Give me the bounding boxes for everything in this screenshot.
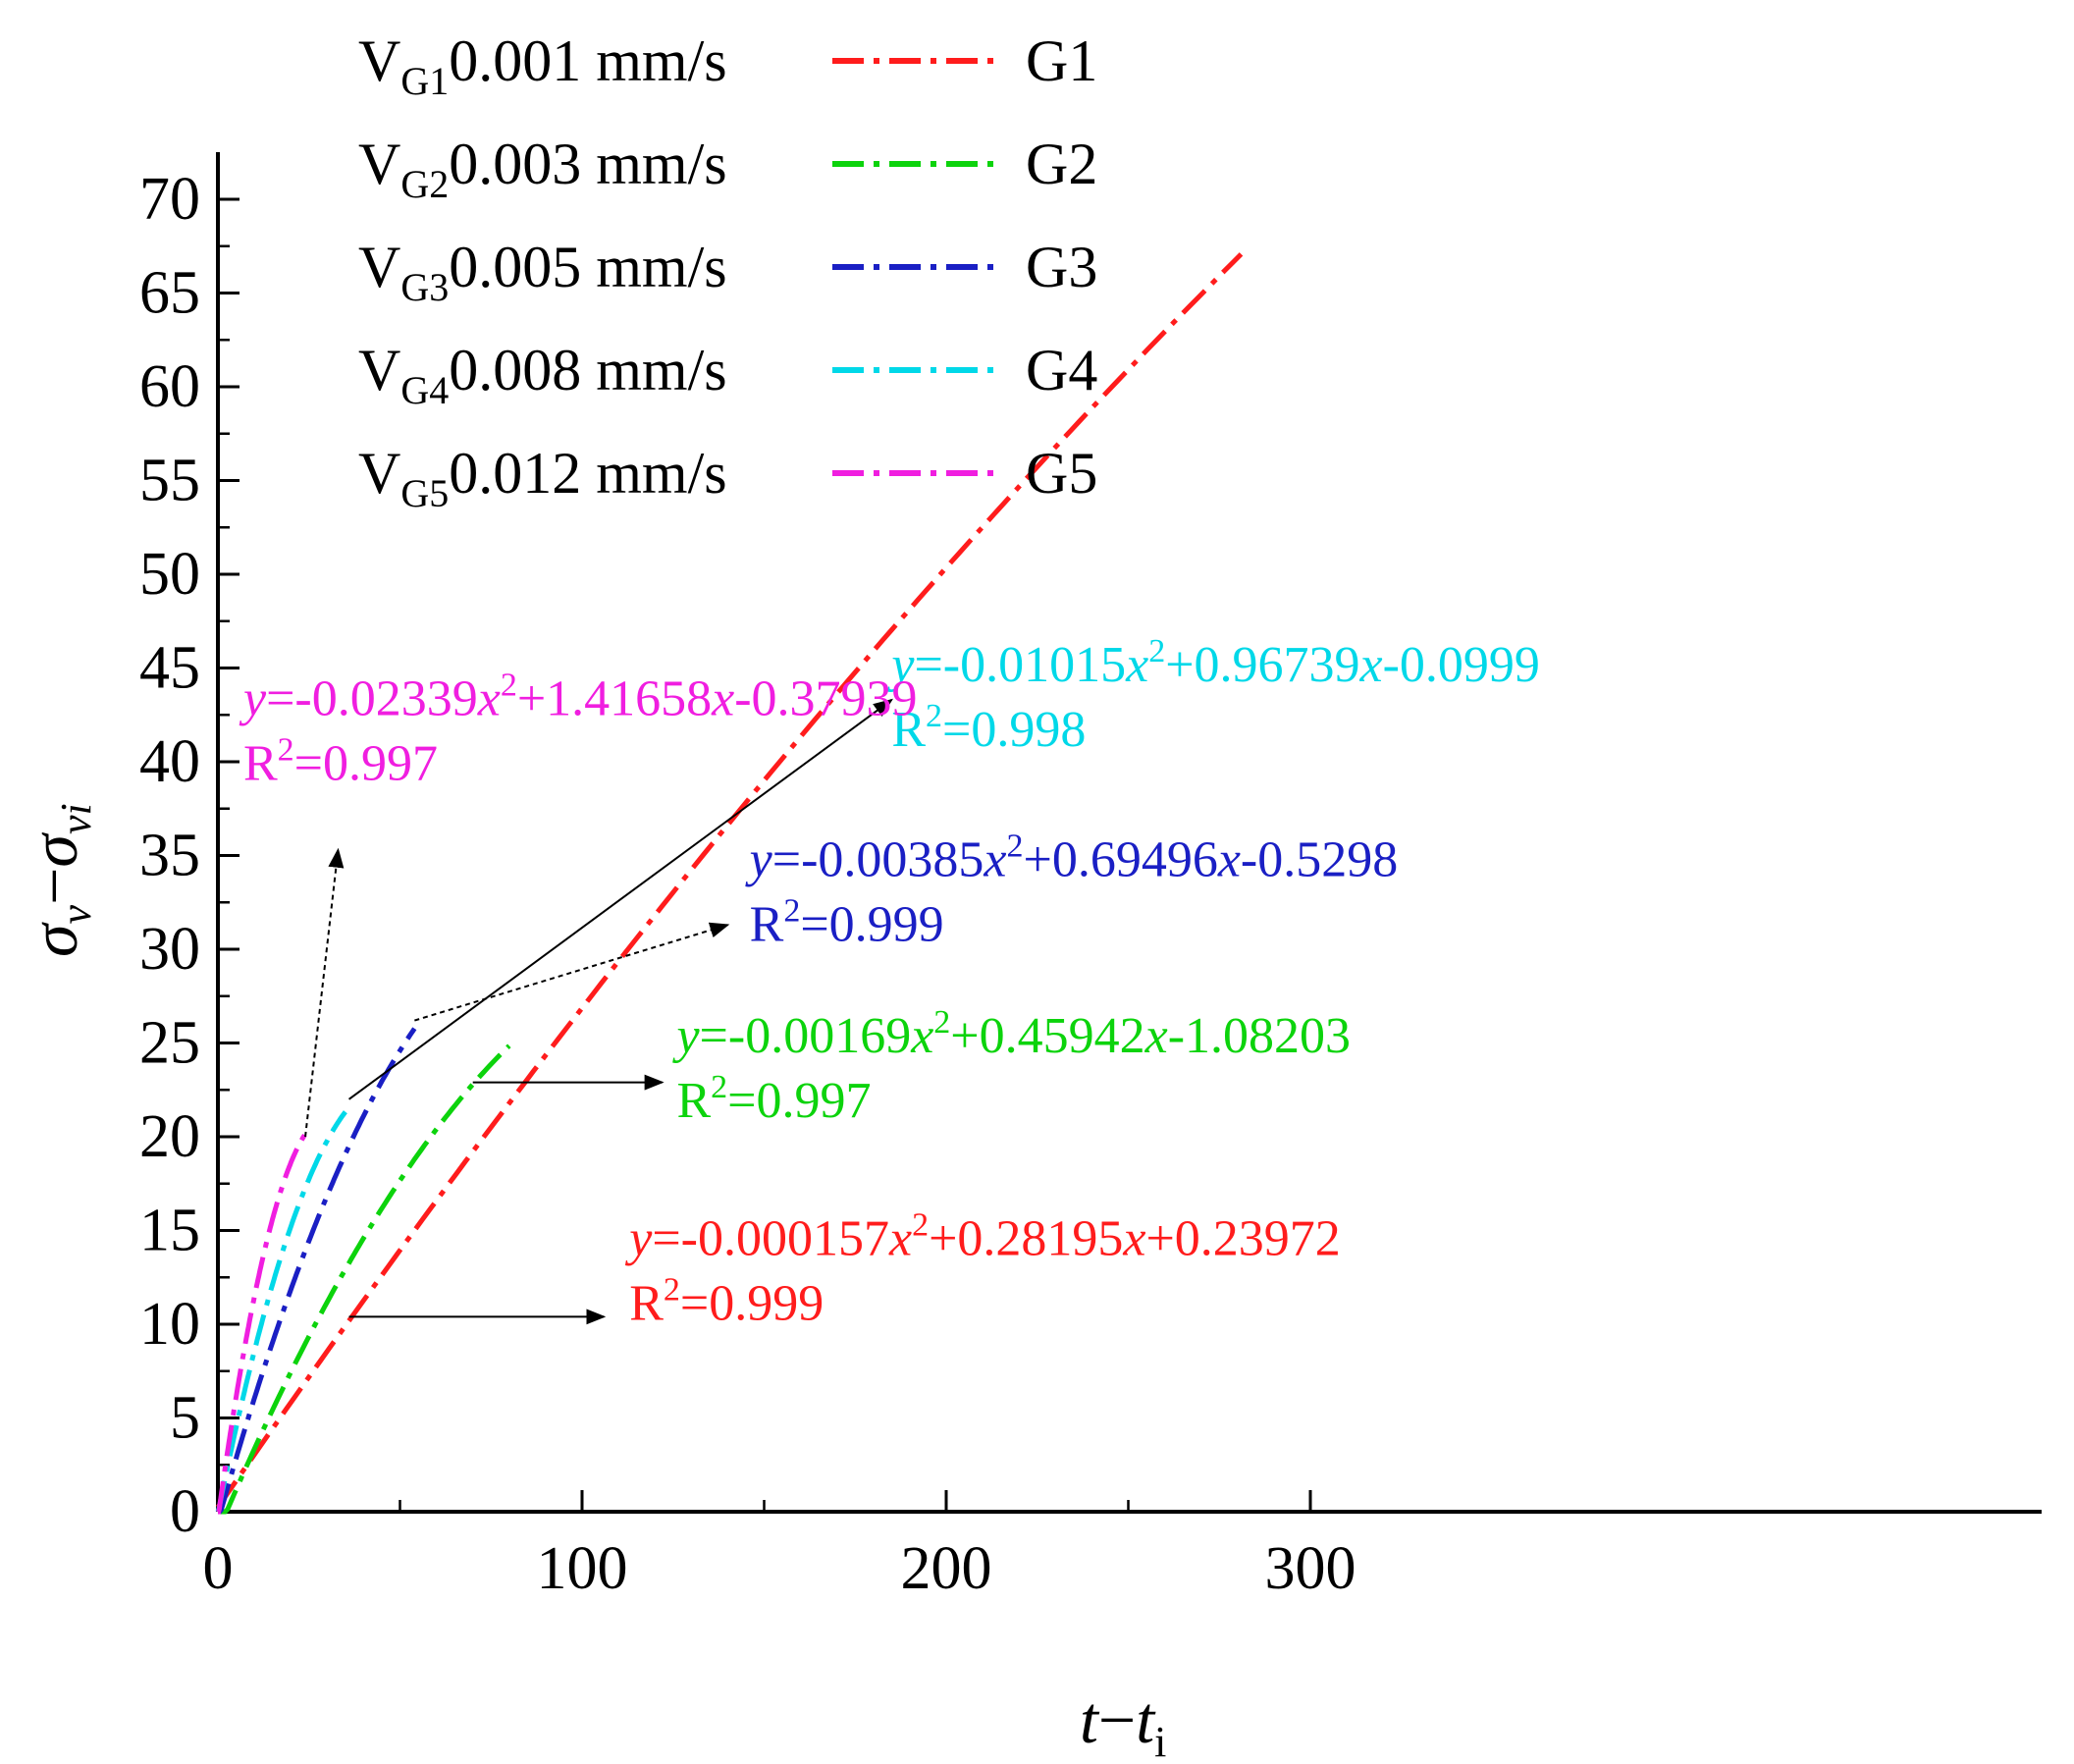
legend-label-g4: VG40.008 mm/s [358, 338, 727, 412]
series-layer [215, 252, 1244, 1515]
y-tick-label: 15 [139, 1198, 200, 1264]
y-tick-label: 55 [139, 448, 200, 514]
annotation-layer: y=-0.000157x2+0.28195x+0.23972R2=0.999y=… [239, 633, 1540, 1331]
r2-label-g4: R2=0.998 [891, 698, 1086, 758]
y-tick-label: 45 [139, 635, 200, 702]
legend-name-g3: G3 [1026, 235, 1097, 299]
series-line-g4 [215, 1110, 347, 1513]
series-line-g1 [215, 252, 1244, 1509]
y-tick-label: 65 [139, 260, 200, 327]
x-tick-label: 300 [1265, 1535, 1356, 1602]
legend-label-g1: VG10.001 mm/s [358, 28, 727, 103]
series-line-g2 [218, 1043, 511, 1515]
y-tick-label: 5 [170, 1385, 200, 1452]
annotation-arrow-g5 [304, 847, 345, 1138]
y-tick-label: 35 [139, 823, 200, 889]
legend-name-g5: G5 [1026, 441, 1097, 506]
series-line-g3 [217, 1027, 417, 1515]
y-tick-label: 60 [139, 353, 200, 420]
equation-label-g5: y=-0.02339x2+1.41658x-0.37939 [239, 667, 918, 726]
legend-label-g2: VG20.003 mm/s [358, 132, 727, 206]
y-tick-label: 25 [139, 1010, 200, 1077]
equation-label-g3: y=-0.00385x2+0.69496x-0.5298 [745, 829, 1399, 888]
equation-label-g1: y=-0.000157x2+0.28195x+0.23972 [624, 1206, 1341, 1266]
y-tick-label: 0 [170, 1478, 200, 1545]
y-tick-label: 30 [139, 916, 200, 983]
y-tick-label: 50 [139, 541, 200, 608]
r2-label-g3: R2=0.999 [750, 893, 944, 953]
x-tick-label: 200 [901, 1535, 992, 1602]
y-tick-label: 10 [139, 1291, 200, 1358]
legend-label-g3: VG30.005 mm/s [358, 235, 727, 309]
equation-label-g4: y=-0.01015x2+0.96739x-0.0999 [886, 633, 1540, 693]
equation-label-g2: y=-0.00169x2+0.45942x-1.08203 [671, 1004, 1351, 1064]
y-tick-label: 70 [139, 166, 200, 233]
annotation-arrow-g4 [347, 698, 893, 1100]
y-tick-label: 20 [139, 1103, 200, 1170]
annotation-arrow-g3 [414, 922, 730, 1022]
y-axis-title: σv−σvi [17, 803, 100, 957]
legend-name-g2: G2 [1026, 132, 1097, 196]
legend-name-g1: G1 [1026, 28, 1097, 93]
x-tick-label: 100 [537, 1535, 628, 1602]
legend-name-g4: G4 [1026, 338, 1097, 402]
r2-label-g5: R2=0.997 [243, 731, 438, 791]
legend-label-g5: VG50.012 mm/s [358, 441, 727, 515]
r2-label-g2: R2=0.997 [676, 1069, 871, 1129]
x-tick-label: 0 [203, 1535, 234, 1602]
x-axis-title: t−ti [1080, 1683, 1166, 1764]
legend: VG10.001 mm/s G1 VG20.003 mm/s G2 VG30.005 m… [358, 28, 1097, 515]
axes: 0 5 10 15 20 25 30 35 40 45 50 55 60 65 70 0 100 200 300 [139, 152, 2042, 1602]
r2-label-g1: R2=0.999 [629, 1271, 824, 1331]
series-line-g5 [216, 1132, 308, 1515]
y-tick-label: 40 [139, 728, 200, 795]
